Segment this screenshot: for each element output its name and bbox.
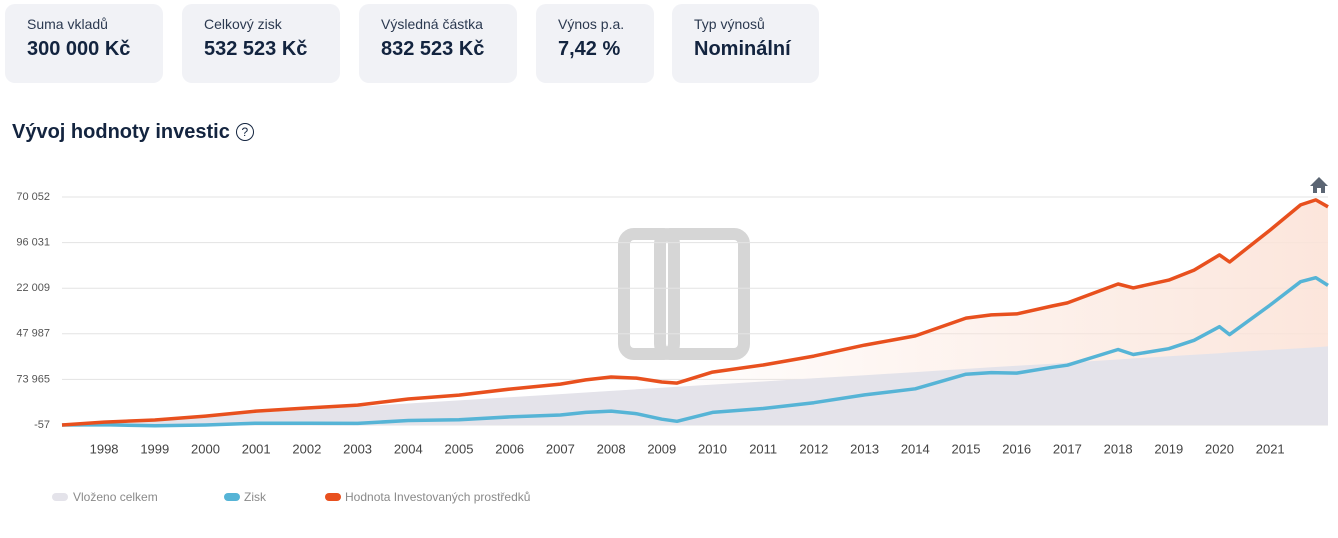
card-label: Celkový zisk — [204, 16, 282, 32]
x-tick-label: 2013 — [850, 441, 879, 456]
x-tick-label: 2015 — [952, 441, 981, 456]
chart: -57 173 965 347 987 522 009 696 031 870 052 1… — [10, 177, 1329, 504]
line — [61, 198, 1329, 427]
legend-item[interactable]: Vloženo celkem — [52, 490, 158, 504]
card-value: 300 000 Kč — [27, 38, 131, 60]
x-tick-label: 2009 — [647, 441, 676, 456]
help-icon[interactable]: ? — [235, 123, 254, 141]
x-tick-label: 2002 — [292, 441, 321, 456]
chart-heading: Vývoj hodnoty investic? — [12, 121, 254, 144]
legend-swatch — [224, 493, 240, 501]
line — [61, 275, 1329, 428]
y-tick-label: -57 — [34, 419, 50, 431]
y-tick-label: 347 987 — [10, 328, 50, 340]
y-tick-label: 696 031 — [10, 237, 50, 249]
summary-card: Suma vkladů 300 000 Kč — [5, 4, 163, 83]
x-tick-label: 2001 — [242, 441, 271, 456]
x-tick-label: 2008 — [597, 441, 626, 456]
legend-swatch — [52, 493, 68, 501]
legend-swatch — [325, 493, 341, 501]
y-tick-label: 522 009 — [10, 282, 50, 294]
x-tick-label: 2000 — [191, 441, 220, 456]
x-tick-label: 2005 — [445, 441, 474, 456]
x-tick-label: 2012 — [799, 441, 828, 456]
x-tick-label: 2018 — [1104, 441, 1133, 456]
card-value: 7,42 % — [558, 38, 621, 60]
x-tick-label: 1998 — [90, 441, 119, 456]
x-tick-label: 2004 — [394, 441, 423, 456]
summary-card: Celkový zisk 532 523 Kč — [182, 4, 340, 83]
y-tick-label: 870 052 — [10, 191, 50, 203]
x-tick-label: 2014 — [901, 441, 930, 456]
y-axis-labels: -57 173 965 347 987 522 009 696 031 870 052 — [10, 191, 51, 431]
legend-label: Vloženo celkem — [73, 490, 158, 504]
legend-item[interactable]: Hodnota Investovaných prostředků — [325, 490, 530, 504]
summary-card: Výsledná částka 832 523 Kč — [359, 4, 517, 83]
legend-label: Hodnota Investovaných prostředků — [345, 490, 530, 504]
x-tick-label: 2003 — [343, 441, 372, 456]
summary-card: Typ výnosů Nominální — [672, 4, 819, 83]
summary-card: Výnos p.a. 7,42 % — [536, 4, 654, 83]
x-tick-label: 2011 — [749, 441, 777, 456]
x-tick-label: 2006 — [495, 441, 524, 456]
x-tick-label: 2021 — [1256, 441, 1285, 456]
legend-item[interactable]: Zisk — [224, 490, 267, 504]
card-value: 832 523 Kč — [381, 38, 485, 60]
x-tick-label: 2007 — [546, 441, 575, 456]
legend-label: Zisk — [244, 490, 267, 504]
area — [62, 346, 1328, 425]
watermark — [618, 228, 750, 360]
x-tick-label: 2020 — [1205, 441, 1234, 456]
home-icon[interactable] — [1310, 177, 1328, 193]
card-label: Výnos p.a. — [558, 16, 625, 32]
x-tick-label: 1999 — [140, 441, 169, 456]
x-tick-label: 2017 — [1053, 441, 1082, 456]
card-value: 532 523 Kč — [204, 38, 308, 60]
card-label: Výsledná částka — [381, 16, 483, 32]
y-tick-label: 173 965 — [10, 373, 50, 385]
x-tick-label: 2010 — [698, 441, 727, 456]
card-label: Typ výnosů — [694, 16, 765, 32]
card-label: Suma vkladů — [27, 16, 108, 32]
heading-text: Vývoj hodnoty investic — [12, 121, 230, 143]
card-value: Nominální — [694, 38, 791, 60]
x-tick-label: 2016 — [1002, 441, 1031, 456]
x-tick-label: 2019 — [1154, 441, 1183, 456]
